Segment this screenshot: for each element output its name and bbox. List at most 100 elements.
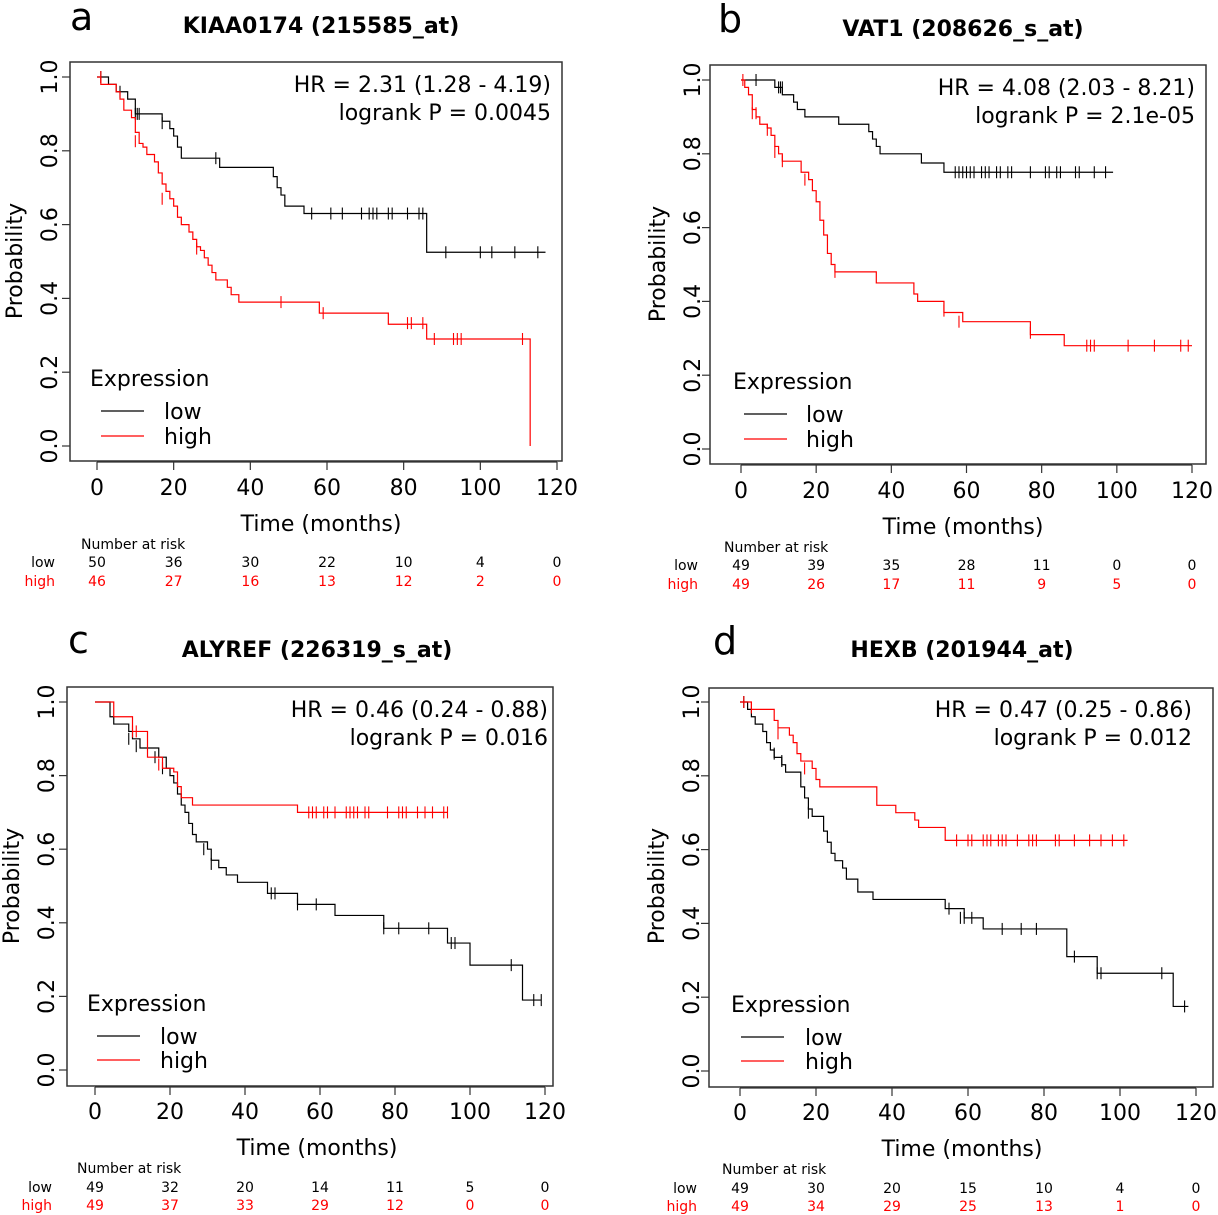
x-axis-title: Time (months) (240, 512, 402, 537)
risk-value-high: 9 (1037, 577, 1046, 593)
x-tick-label: 120 (1175, 1101, 1217, 1126)
y-axis-title: Probability (645, 828, 670, 944)
risk-value-high: 0 (1192, 1199, 1201, 1215)
legend-title: Expression (731, 993, 850, 1018)
survival-curve-low (95, 701, 542, 1001)
risk-value-low: 15 (959, 1181, 977, 1197)
risk-row-label-high: high (667, 577, 698, 593)
panel-letter: d (713, 619, 737, 663)
risk-value-low: 20 (883, 1181, 901, 1197)
risk-value-low: 32 (161, 1180, 179, 1196)
y-tick-label: 0.6 (35, 832, 60, 867)
x-tick-label: 60 (313, 476, 341, 501)
chart-title: HEXB (201944_at) (850, 638, 1073, 663)
x-tick-label: 20 (156, 1100, 184, 1125)
survival-curve-high (97, 76, 531, 446)
risk-value-high: 2 (476, 574, 485, 590)
y-tick-label: 0.8 (680, 758, 705, 793)
x-tick-label: 40 (878, 1101, 906, 1126)
risk-value-low: 0 (1192, 1181, 1201, 1197)
risk-value-low: 28 (958, 558, 976, 574)
risk-value-high: 0 (1188, 577, 1197, 593)
y-tick-label: 1.0 (35, 685, 60, 720)
panel-a: a KIAA0174 (215585_at) Time (months) Pro… (3, 0, 578, 590)
y-tick-label: 0.2 (680, 980, 705, 1015)
legend-title: Expression (87, 992, 206, 1017)
risk-value-high: 16 (241, 574, 259, 590)
legend-label-low: low (160, 1025, 198, 1050)
risk-value-low: 0 (553, 555, 562, 571)
y-tick-label: 0.8 (38, 133, 63, 168)
legend-title: Expression (90, 367, 209, 392)
x-tick-label: 100 (1099, 1101, 1141, 1126)
legend-label-high: high (160, 1049, 208, 1074)
y-tick-label: 0.0 (681, 432, 706, 467)
risk-value-high: 12 (386, 1198, 404, 1214)
x-tick-label: 80 (381, 1100, 409, 1125)
x-tick-label: 60 (306, 1100, 334, 1125)
x-axis-title: Time (months) (881, 1137, 1043, 1162)
risk-value-low: 49 (731, 1181, 749, 1197)
x-tick-label: 120 (536, 476, 578, 501)
y-tick-label: 0.4 (35, 905, 60, 940)
panel-d: d HEXB (201944_at) Time (months) Probabi… (645, 619, 1217, 1215)
risk-value-high: 27 (165, 574, 183, 590)
y-tick-label: 1.0 (680, 685, 705, 720)
x-tick-label: 80 (390, 476, 418, 501)
risk-value-high: 13 (1035, 1199, 1053, 1215)
panel-letter: b (718, 0, 742, 41)
y-tick-label: 1.0 (681, 63, 706, 98)
x-tick-label: 20 (802, 479, 830, 504)
logrank-p-label: logrank P = 0.016 (350, 726, 548, 751)
y-tick-label: 0.2 (35, 979, 60, 1014)
risk-value-low: 39 (807, 558, 825, 574)
risk-table-title: Number at risk (77, 1161, 182, 1177)
risk-table-title: Number at risk (722, 1162, 827, 1178)
risk-value-low: 22 (318, 555, 336, 571)
y-tick-label: 0.6 (681, 210, 706, 245)
risk-value-high: 11 (958, 577, 976, 593)
risk-value-low: 4 (1116, 1181, 1125, 1197)
legend-label-low: low (805, 1026, 843, 1051)
risk-value-low: 30 (807, 1181, 825, 1197)
risk-value-low: 14 (311, 1180, 329, 1196)
x-tick-label: 60 (953, 479, 981, 504)
y-tick-label: 0.6 (680, 832, 705, 867)
legend-label-high: high (164, 425, 212, 450)
x-tick-label: 0 (733, 1101, 747, 1126)
risk-value-low: 10 (395, 555, 413, 571)
y-tick-label: 0.4 (38, 281, 63, 316)
x-tick-label: 100 (459, 476, 501, 501)
x-axis-title: Time (months) (236, 1136, 398, 1161)
risk-value-high: 0 (466, 1198, 475, 1214)
x-tick-label: 40 (231, 1100, 259, 1125)
risk-value-high: 13 (318, 574, 336, 590)
x-tick-label: 80 (1028, 479, 1056, 504)
panel-letter: a (70, 0, 93, 39)
risk-value-high: 49 (732, 577, 750, 593)
y-tick-label: 0.2 (38, 355, 63, 390)
x-tick-label: 100 (449, 1100, 491, 1125)
x-tick-label: 0 (88, 1100, 102, 1125)
y-tick-label: 0.4 (680, 906, 705, 941)
x-tick-label: 120 (1171, 479, 1213, 504)
risk-value-low: 10 (1035, 1181, 1053, 1197)
survival-curve-high (740, 701, 1128, 841)
hazard-ratio-label: HR = 4.08 (2.03 - 8.21) (938, 76, 1195, 101)
x-tick-label: 0 (90, 476, 104, 501)
logrank-p-label: logrank P = 0.0045 (339, 101, 551, 126)
risk-row-label-low: low (31, 555, 55, 571)
x-tick-label: 20 (802, 1101, 830, 1126)
risk-value-high: 1 (1116, 1199, 1125, 1215)
x-tick-label: 60 (954, 1101, 982, 1126)
risk-value-low: 0 (1112, 558, 1121, 574)
risk-row-label-low: low (673, 1181, 697, 1197)
risk-value-high: 25 (959, 1199, 977, 1215)
hazard-ratio-label: HR = 2.31 (1.28 - 4.19) (294, 73, 551, 98)
plot-frame (66, 686, 554, 1087)
risk-value-high: 29 (883, 1199, 901, 1215)
y-tick-label: 0.0 (38, 429, 63, 464)
